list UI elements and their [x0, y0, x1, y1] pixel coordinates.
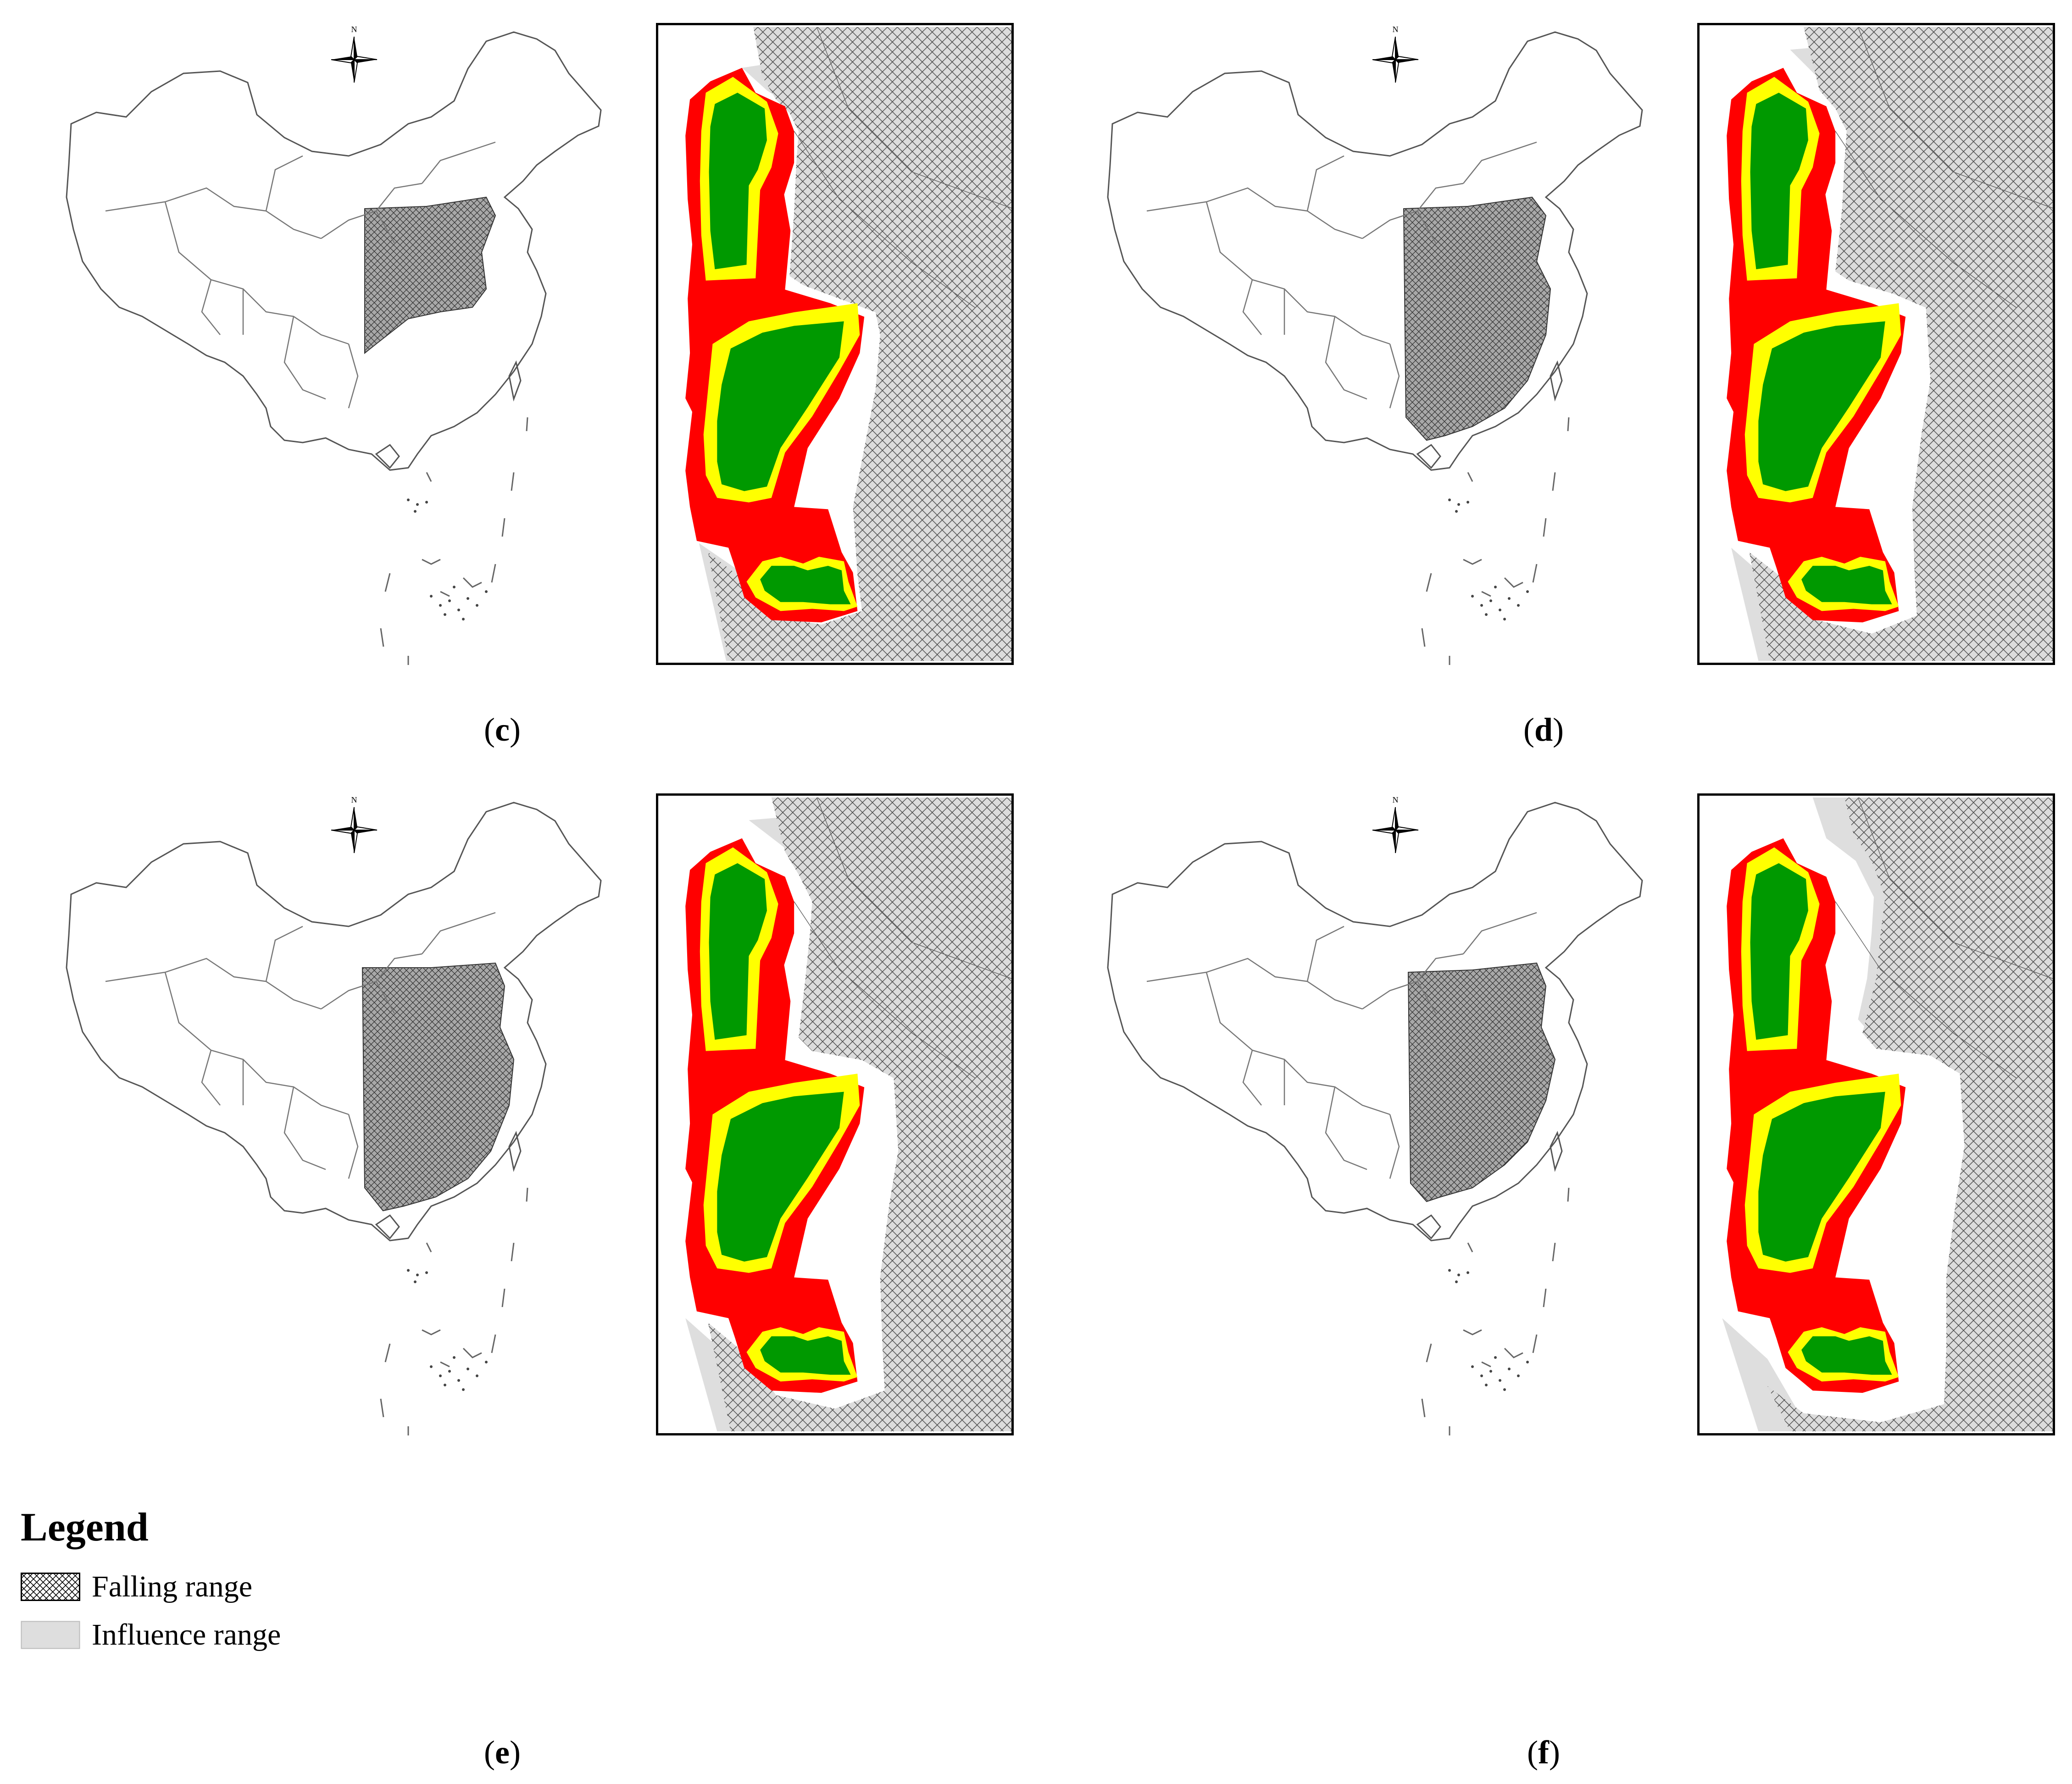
detail-map-f: [1697, 793, 2055, 1435]
panel-label-f: (f): [1527, 1734, 1560, 1771]
panel-label-c: (c): [484, 711, 521, 748]
legend-item-influence-range: Influence range: [21, 1618, 281, 1651]
compass-icon: [331, 36, 378, 83]
detail-map-d: [1697, 23, 2055, 665]
china-overview-map-c: N: [28, 14, 633, 674]
compass-north-label: N: [1393, 25, 1399, 34]
china-overview-map-e: N: [28, 784, 633, 1445]
compass-north-label: N: [351, 795, 357, 804]
detail-map-c: [656, 23, 1014, 665]
china-overview-map-d: N: [1069, 14, 1674, 674]
legend-title: Legend: [21, 1505, 149, 1550]
compass-north-label: N: [1393, 795, 1399, 804]
compass-icon: [1372, 807, 1419, 853]
legend-item-falling-range: Falling range: [21, 1570, 253, 1603]
china-overview-map-f: N: [1069, 784, 1674, 1445]
panel-label-d: (d): [1523, 711, 1564, 748]
gray-swatch-icon: [21, 1621, 80, 1649]
detail-map-e: [656, 793, 1014, 1435]
compass-icon: [1372, 36, 1419, 83]
panel-label-e: (e): [484, 1734, 521, 1771]
compass-north-label: N: [351, 25, 357, 34]
legend-label-falling-range: Falling range: [92, 1570, 253, 1603]
compass-icon: [331, 807, 378, 853]
legend-label-influence-range: Influence range: [92, 1618, 281, 1651]
crosshatch-swatch-icon: [21, 1573, 80, 1601]
